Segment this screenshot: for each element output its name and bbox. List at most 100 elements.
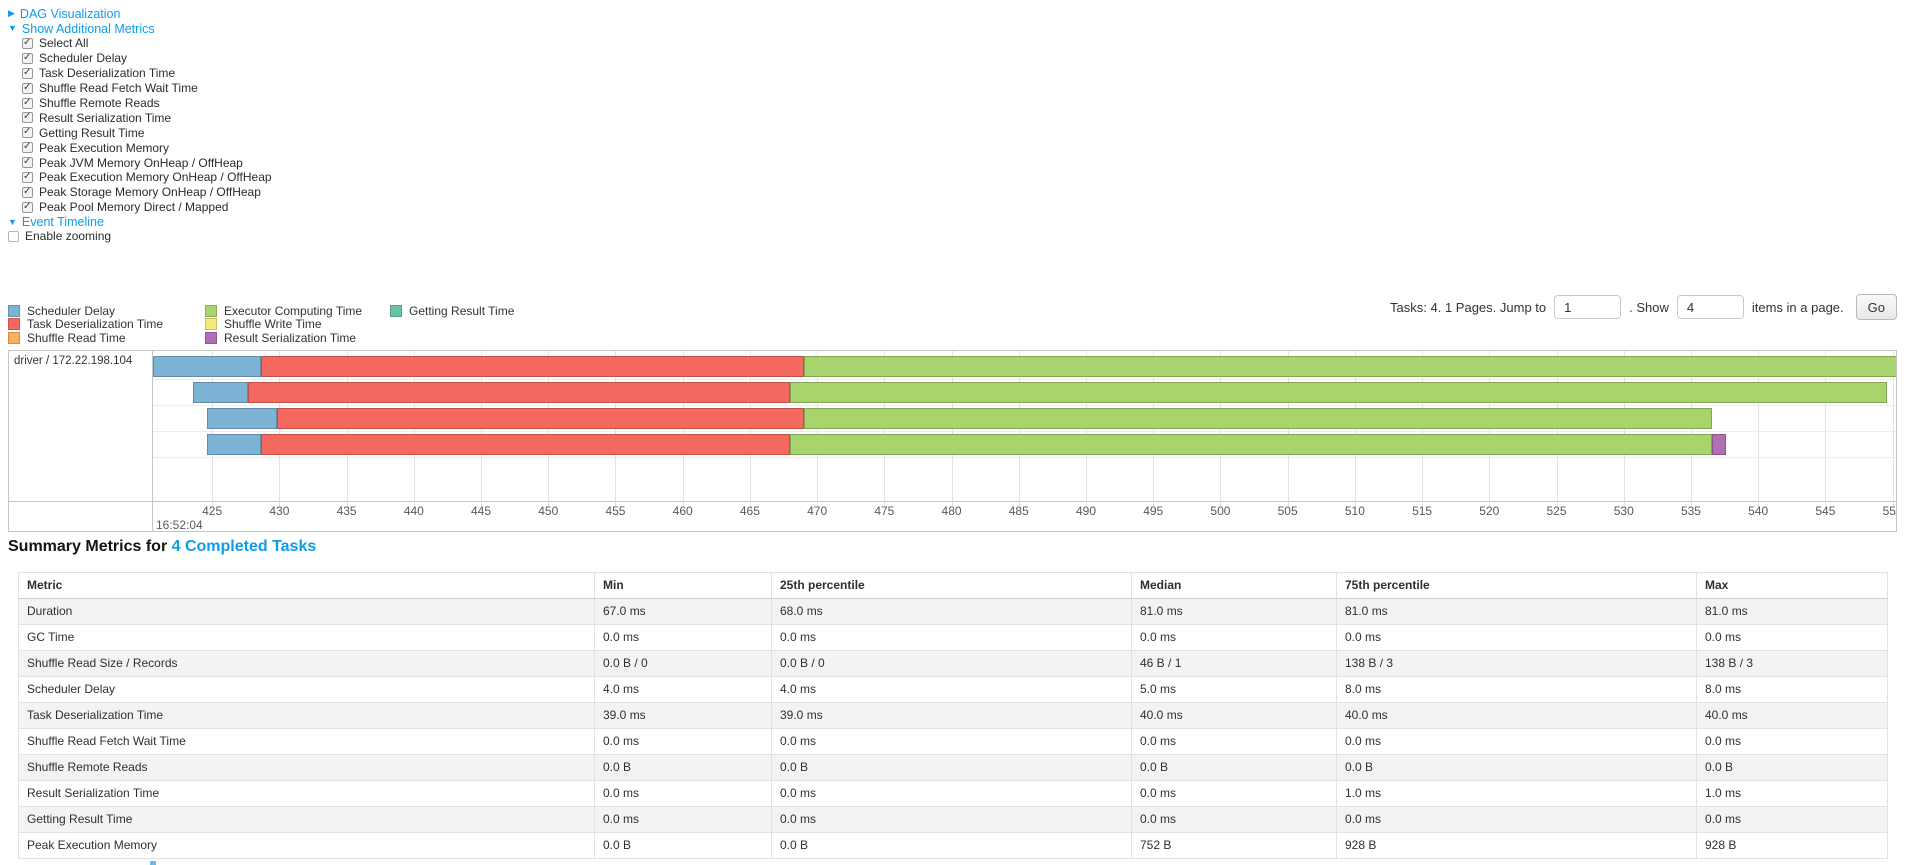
- task-segment-executor-computing[interactable]: [790, 382, 1888, 403]
- metric-option[interactable]: Peak Execution Memory OnHeap / OffHeap: [22, 170, 272, 185]
- checkbox-checked-icon[interactable]: [22, 186, 33, 198]
- metric-value-cell: 4.0 ms: [594, 676, 772, 703]
- metric-name-cell: Duration: [18, 598, 595, 625]
- metric-option[interactable]: Result Serialization Time: [22, 110, 272, 125]
- metric-value-cell: 0.0 B / 0: [594, 650, 772, 677]
- checkbox-checked-icon[interactable]: [22, 156, 33, 169]
- axis-tick-label: 545: [1815, 504, 1836, 518]
- event-timeline-toggle[interactable]: ▼ Event Timeline: [8, 215, 272, 230]
- column-header: 25th percentile: [771, 572, 1132, 599]
- metric-value-cell: 0.0 B: [771, 754, 1132, 781]
- show-additional-metrics-toggle[interactable]: ▼ Show Additional Metrics: [8, 21, 272, 36]
- task-segment-task-deserialization[interactable]: [276, 408, 804, 429]
- metric-option[interactable]: Peak Pool Memory Direct / Mapped: [22, 200, 272, 215]
- metric-value-cell: 40.0 ms: [1336, 702, 1697, 729]
- metric-value-cell: 81.0 ms: [1336, 598, 1697, 625]
- metric-value-cell: 0.0 ms: [1131, 624, 1337, 651]
- task-segment-executor-computing[interactable]: [803, 356, 1896, 377]
- task-segment-task-deserialization[interactable]: [260, 356, 804, 377]
- summary-metrics-table: Metric Min 25th percentile Median 75th perce…: [18, 572, 1888, 859]
- checkbox-checked-icon[interactable]: [22, 52, 33, 64]
- metric-option[interactable]: Getting Result Time: [22, 125, 272, 140]
- table-row: Duration 67.0 ms 68.0 ms 81.0 ms 81.0 ms 81.0…: [18, 598, 1888, 625]
- legend-item: Task Deserialization Time: [8, 317, 205, 331]
- metric-value-cell: 0.0 ms: [771, 780, 1132, 807]
- metric-name-cell: Getting Result Time: [18, 806, 595, 833]
- metric-value-cell: 39.0 ms: [594, 702, 772, 729]
- axis-tick-label: 520: [1479, 504, 1500, 518]
- checkbox-checked-icon[interactable]: [22, 201, 33, 213]
- table-row: Shuffle Read Fetch Wait Time 0.0 ms 0.0 ms…: [18, 728, 1888, 755]
- enable-zooming-option[interactable]: Enable zooming: [8, 229, 111, 244]
- metric-name-cell: Result Serialization Time: [18, 780, 595, 807]
- task-segment-task-deserialization[interactable]: [248, 382, 791, 403]
- task-segment-scheduler-delay[interactable]: [206, 434, 261, 455]
- checkbox-checked-icon[interactable]: [22, 97, 33, 109]
- checkbox-checked-icon[interactable]: [22, 67, 33, 79]
- task-segment-executor-computing[interactable]: [803, 408, 1713, 429]
- axis-tick-label: 495: [1143, 504, 1164, 518]
- metric-option-label: Getting Result Time: [39, 125, 145, 140]
- metric-value-cell: 1.0 ms: [1696, 780, 1888, 807]
- metric-option[interactable]: Scheduler Delay: [22, 51, 272, 66]
- row-separator: [153, 379, 1896, 380]
- checkbox-checked-icon[interactable]: [22, 141, 33, 154]
- event-timeline-link[interactable]: Event Timeline: [21, 215, 104, 230]
- task-segment-result-serialization[interactable]: [1712, 434, 1726, 455]
- tasks-pages-text: Tasks: 4. 1 Pages. Jump to: [1390, 299, 1547, 315]
- completed-tasks-link[interactable]: 4 Completed Tasks: [171, 538, 317, 555]
- metric-value-cell: 68.0 ms: [771, 598, 1132, 625]
- metric-value-cell: 0.0 ms: [594, 780, 772, 807]
- axis-tick-label: 540: [1748, 504, 1769, 518]
- metric-value-cell: 0.0 ms: [1696, 728, 1888, 755]
- dag-visualization-link[interactable]: DAG Visualization: [19, 6, 121, 21]
- table-row: Result Serialization Time 0.0 ms 0.0 ms 0.0…: [18, 780, 1888, 807]
- go-button[interactable]: Go: [1855, 294, 1897, 320]
- task-segment-task-deserialization[interactable]: [260, 434, 791, 455]
- metric-option-label: Peak Storage Memory OnHeap / OffHeap: [39, 185, 261, 200]
- metric-name-cell: Task Deserialization Time: [18, 702, 595, 729]
- metric-option-label: Peak Pool Memory Direct / Mapped: [39, 200, 229, 215]
- metric-name-cell: Scheduler Delay: [18, 676, 595, 703]
- metric-option[interactable]: Peak JVM Memory OnHeap / OffHeap: [22, 155, 272, 170]
- task-segment-scheduler-delay[interactable]: [193, 382, 249, 403]
- checkbox-checked-icon[interactable]: [22, 126, 33, 139]
- task-segment-executor-computing[interactable]: [790, 434, 1713, 455]
- column-header: Median: [1131, 572, 1337, 599]
- metric-option[interactable]: Select All: [22, 36, 272, 51]
- metric-option[interactable]: Task Deserialization Time: [22, 66, 272, 81]
- legend-swatch-icon: [8, 331, 20, 344]
- metric-value-cell: 0.0 ms: [1131, 806, 1337, 833]
- axis-tick-label: 490: [1075, 504, 1096, 518]
- metric-value-cell: 0.0 B: [594, 754, 772, 781]
- metric-value-cell: 0.0 ms: [771, 806, 1132, 833]
- table-row: Getting Result Time 0.0 ms 0.0 ms 0.0 ms 0.0…: [18, 806, 1888, 833]
- metric-value-cell: 0.0 B / 0: [771, 650, 1132, 677]
- metric-option[interactable]: Shuffle Read Fetch Wait Time: [22, 81, 272, 96]
- metric-option[interactable]: Peak Execution Memory: [22, 140, 272, 155]
- metric-option[interactable]: Shuffle Remote Reads: [22, 96, 272, 111]
- enable-zooming-checkbox[interactable]: [8, 230, 19, 242]
- checkbox-checked-icon[interactable]: [22, 82, 33, 94]
- legend-label: Shuffle Write Time: [224, 317, 322, 332]
- legend-swatch-icon: [205, 331, 217, 344]
- metric-value-cell: 0.0 ms: [594, 806, 772, 833]
- metric-value-cell: 1.0 ms: [1336, 780, 1697, 807]
- axis-tick-label: 445: [471, 504, 492, 518]
- checkbox-checked-icon[interactable]: [22, 111, 33, 124]
- checkbox-checked-icon[interactable]: [22, 37, 33, 49]
- show-additional-metrics-link[interactable]: Show Additional Metrics: [21, 21, 155, 36]
- dag-visualization-toggle[interactable]: ▶ DAG Visualization: [8, 6, 272, 21]
- metric-value-cell: 4.0 ms: [771, 676, 1132, 703]
- task-segment-scheduler-delay[interactable]: [153, 356, 261, 377]
- metric-option[interactable]: Peak Storage Memory OnHeap / OffHeap: [22, 185, 272, 200]
- task-segment-scheduler-delay[interactable]: [206, 408, 277, 429]
- items-per-page-input[interactable]: [1676, 295, 1744, 319]
- table-row: GC Time 0.0 ms 0.0 ms 0.0 ms 0.0 ms 0.0 ms: [18, 624, 1888, 651]
- timeline-legend: Scheduler Delay Task Deserialization Time…: [8, 304, 514, 345]
- metric-value-cell: 81.0 ms: [1131, 598, 1337, 625]
- checkbox-checked-icon[interactable]: [22, 171, 33, 183]
- jump-to-page-input[interactable]: [1554, 295, 1622, 319]
- metric-option-label: Select All: [39, 36, 89, 51]
